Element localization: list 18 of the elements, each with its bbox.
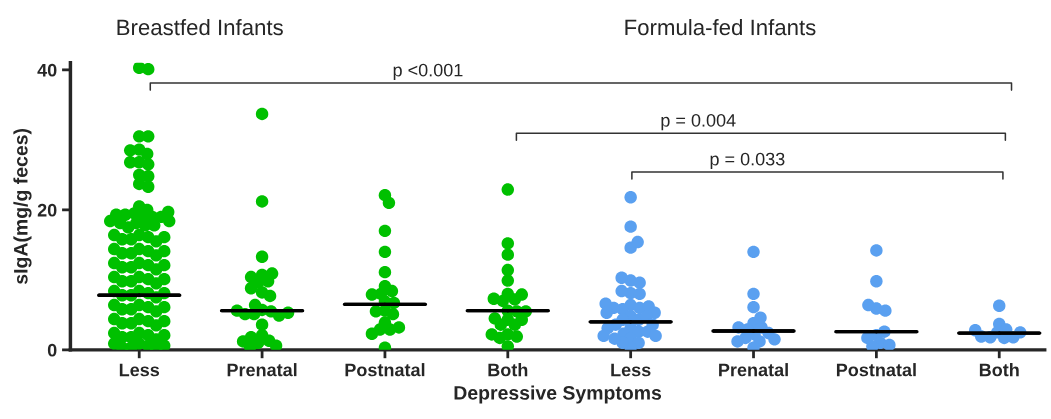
x-tick-label: Less	[611, 363, 651, 377]
y-tick-label: 0	[47, 343, 57, 357]
x-axis-title: Depressive Symptoms	[454, 385, 662, 404]
text: Breastfed Infants	[117, 18, 283, 36]
x-tick-label: Both	[488, 363, 528, 377]
x-tick-label: Less	[119, 363, 160, 377]
y-tick-label: 40	[37, 63, 57, 77]
text: Formula-fed Infants	[625, 18, 816, 36]
y-axis-title: sIgA(mg/g feces)	[13, 128, 32, 284]
x-tick-label: Both	[979, 363, 1019, 377]
annotation: p = 0.033	[710, 152, 785, 170]
x-tick-label: Postnatal	[345, 363, 425, 377]
x-tick-label: Postnatal	[836, 363, 916, 377]
y-tick-label: 20	[37, 203, 57, 217]
annotation: p <0.001	[393, 63, 463, 81]
x-tick-label: Prenatal	[227, 363, 297, 377]
x-tick-label: Prenatal	[719, 363, 788, 377]
annotation: p = 0.004	[661, 113, 736, 131]
